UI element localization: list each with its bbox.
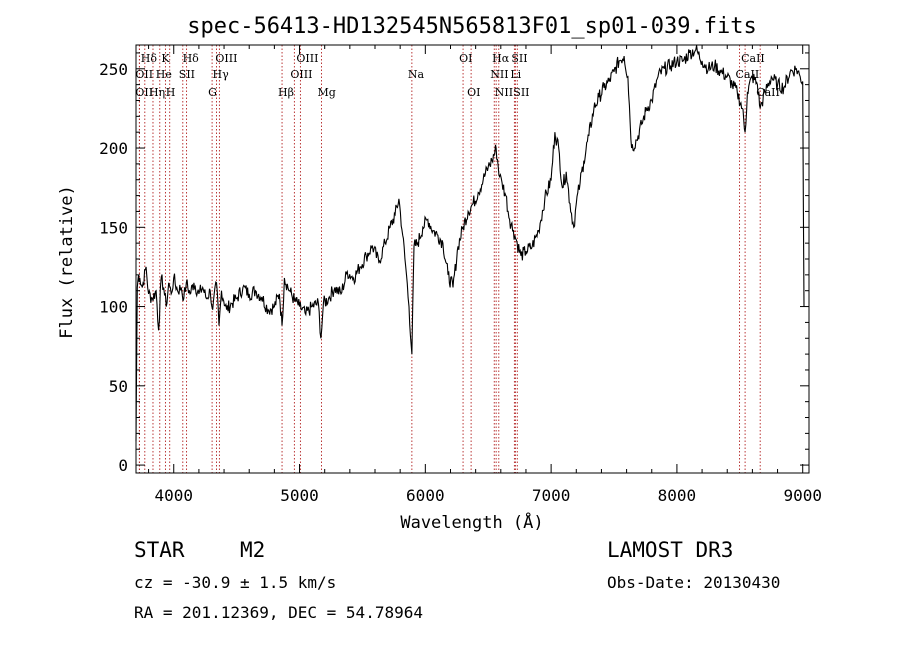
x-axis-ticks: 4000 5000 6000 7000 8000 9000 [148,45,822,505]
y-axis-label: Flux (relative) [57,185,77,339]
chart-title: spec-56413-HD132545N565813F01_sp01-039.f… [187,14,757,39]
line-marker-label-19: Hα [492,52,510,65]
line-marker-label-14: Hβ [278,86,294,99]
observation-date: Obs-Date: 20130430 [607,573,781,592]
y-axis-ticks: 0 50 100 150 200 250 [99,52,809,475]
line-marker-label-21: NII [490,68,508,81]
object-class: STAR [134,538,185,562]
line-marker-label-17: OI [459,52,472,65]
x-tick-label: 4000 [154,486,193,505]
line-marker-label-4: He [156,68,172,81]
x-tick-label: 7000 [532,486,571,505]
x-tick-label: 9000 [783,486,822,505]
redshift-cz: cz = -30.9 ± 1.5 km/s [134,573,337,592]
line-marker-label-7: SII [179,68,195,81]
line-marker-label-5: Hη [149,86,165,99]
line-marker-label-25: CaII [741,52,765,65]
line-marker-label-8: H [166,86,176,99]
line-marker-label-2: OII [135,86,153,99]
y-tick-label: 250 [99,60,128,79]
line-marker-label-22: Li [510,68,521,81]
line-marker-label-1: OII [135,68,153,81]
y-tick-label: 150 [99,218,128,237]
x-tick-label: 6000 [406,486,445,505]
survey-name: LAMOST DR3 [607,538,734,562]
line-marker-label-11: G [208,86,217,99]
line-marker-label-13: OIII [290,68,312,81]
x-tick-label: 5000 [280,486,319,505]
line-marker-label-10: Hγ [213,68,230,81]
line-marker-label-12: OIII [296,52,318,65]
object-subclass: M2 [240,538,266,562]
line-marker-label-18: OI [467,86,480,99]
line-marker-label-24: SII [513,86,529,99]
y-tick-label: 50 [109,377,128,396]
x-tick-label: 8000 [658,486,697,505]
spectrum-series-line [135,45,805,442]
line-marker-label-15: Mg [318,86,336,99]
line-marker-label-20: SII [511,52,527,65]
y-tick-label: 0 [118,456,128,475]
line-marker-label-9: OIII [215,52,237,65]
line-marker-label-3: K [161,52,170,65]
y-tick-label: 100 [99,298,128,317]
line-marker-label-23: NII [495,86,513,99]
ra-dec-coordinates: RA = 201.12369, DEC = 54.78964 [134,603,423,622]
plot-frame [135,44,810,474]
line-marker-label-16: Na [408,68,425,81]
x-axis-label: Wavelength (Å) [400,511,543,533]
y-tick-label: 200 [99,139,128,158]
line-marker-label-0: Hδ [141,52,158,65]
line-markers [138,45,761,473]
line-marker-label-6: Hδ [183,52,200,65]
line-marker-label-27: CaII [756,86,780,99]
